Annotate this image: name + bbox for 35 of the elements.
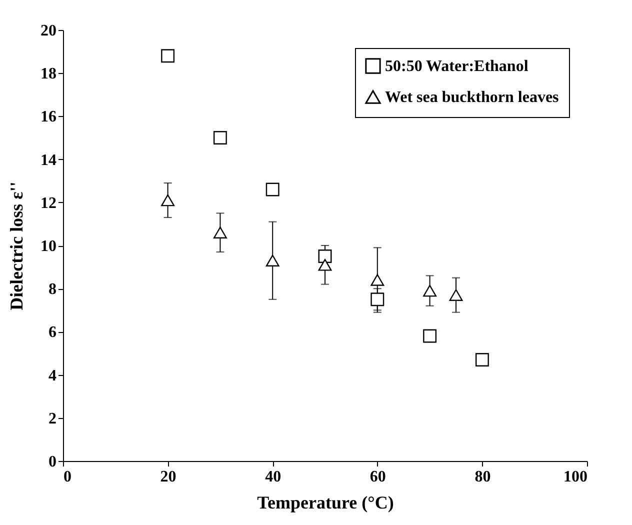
point bbox=[213, 131, 227, 144]
x-axis-title: Temperature (°C) bbox=[257, 492, 394, 512]
point bbox=[370, 274, 384, 286]
point bbox=[449, 289, 463, 301]
point bbox=[161, 194, 175, 206]
y-tick-label: 10 bbox=[40, 238, 56, 255]
x-tick-label: 20 bbox=[160, 468, 176, 486]
x-tick-label: 80 bbox=[474, 468, 491, 486]
point bbox=[161, 49, 175, 63]
y-tick-label: 8 bbox=[48, 281, 56, 298]
legend-label: 50:50 Water:Ethanol bbox=[385, 58, 529, 75]
point bbox=[266, 182, 280, 196]
y-tick-label: 6 bbox=[48, 324, 56, 342]
point bbox=[423, 284, 437, 297]
y-tick-label: 12 bbox=[40, 194, 56, 212]
point bbox=[213, 226, 227, 238]
x-tick-label: 0 bbox=[64, 468, 72, 486]
point bbox=[475, 352, 489, 366]
point bbox=[318, 258, 332, 271]
x-tick-label: 60 bbox=[370, 468, 386, 486]
y-tick-label: 18 bbox=[40, 66, 56, 83]
point bbox=[423, 329, 437, 343]
point bbox=[318, 250, 332, 263]
y-axis-title: Dielectric loss ε'' bbox=[6, 182, 26, 310]
y-tick-label: 0 bbox=[48, 454, 56, 470]
point bbox=[370, 292, 384, 306]
y-tick-label: 14 bbox=[40, 152, 56, 169]
point bbox=[266, 254, 280, 266]
y-tick-label: 2 bbox=[48, 410, 56, 428]
y-tick-label: 4 bbox=[48, 367, 56, 384]
y-tick-label: 20 bbox=[40, 22, 56, 40]
y-tick-label: 16 bbox=[40, 108, 56, 126]
x-tick-label: 40 bbox=[265, 468, 282, 486]
x-tick-label: 100 bbox=[564, 468, 588, 486]
legend-label: Wet sea buckthorn leaves bbox=[385, 89, 559, 106]
